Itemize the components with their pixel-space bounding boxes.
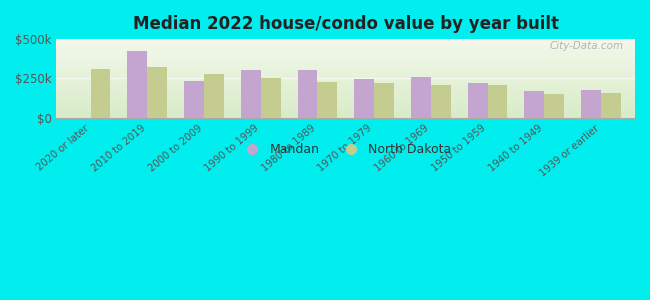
Bar	[204, 74, 224, 118]
Bar	[431, 85, 450, 118]
Bar	[411, 77, 431, 118]
Title: Median 2022 house/condo value by year built: Median 2022 house/condo value by year bu…	[133, 15, 559, 33]
Text: City-Data.com: City-Data.com	[549, 41, 623, 51]
Bar	[184, 81, 204, 118]
Bar	[468, 83, 488, 118]
Bar	[90, 69, 110, 118]
Bar	[601, 93, 621, 118]
Bar	[261, 78, 281, 118]
Bar	[488, 85, 508, 118]
Bar	[317, 82, 337, 118]
Bar	[298, 70, 317, 118]
Bar	[240, 70, 261, 118]
Bar	[354, 80, 374, 118]
Bar	[544, 94, 564, 118]
Bar	[148, 67, 167, 118]
Bar	[374, 83, 394, 118]
Bar	[525, 92, 544, 118]
Legend: Mandan, North Dakota: Mandan, North Dakota	[235, 138, 457, 161]
Bar	[581, 90, 601, 118]
Bar	[127, 51, 148, 118]
